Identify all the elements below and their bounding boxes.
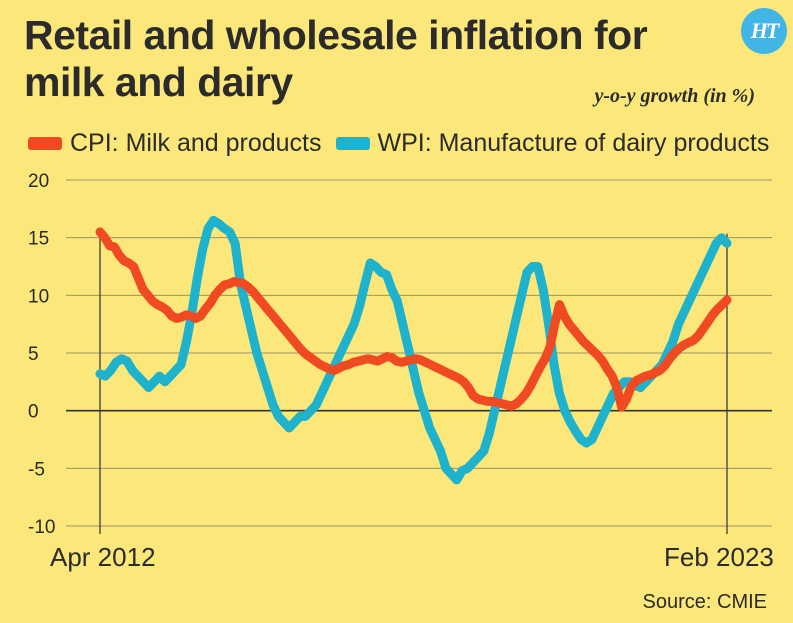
unit-label: y-o-y growth (in %) bbox=[594, 85, 755, 107]
legend-item-cpi: CPI: Milk and products bbox=[28, 129, 322, 158]
y-tick-label-0: -10 bbox=[28, 517, 55, 538]
legend-label-cpi: CPI: Milk and products bbox=[70, 128, 322, 157]
y-tick-label-4: 10 bbox=[28, 286, 49, 307]
y-tick-label-1: -5 bbox=[28, 459, 45, 480]
legend-swatch-cpi bbox=[28, 136, 62, 150]
ht-logo: HT bbox=[741, 8, 787, 54]
source-note: Source: CMIE bbox=[642, 591, 767, 613]
series-line-wpi bbox=[95, 215, 732, 485]
chart-title: Retail and wholesale inflation for milk … bbox=[24, 12, 648, 105]
y-tick-label-6: 20 bbox=[28, 171, 49, 192]
x-end-label: Feb 2023 bbox=[664, 542, 774, 572]
legend-swatch-wpi bbox=[335, 136, 370, 150]
legend-label-wpi: WPI: Manufacture of dairy products bbox=[377, 128, 770, 157]
x-start-label: Apr 2012 bbox=[50, 542, 156, 572]
legend-item-wpi: WPI: Manufacture of dairy products bbox=[335, 128, 770, 158]
legend: CPI: Milk and products WPI: Manufacture … bbox=[28, 126, 783, 160]
y-tick-label-3: 5 bbox=[28, 344, 39, 365]
y-tick-label-5: 15 bbox=[28, 229, 49, 250]
y-tick-label-2: 0 bbox=[28, 402, 39, 423]
series-line-cpi bbox=[95, 227, 732, 412]
